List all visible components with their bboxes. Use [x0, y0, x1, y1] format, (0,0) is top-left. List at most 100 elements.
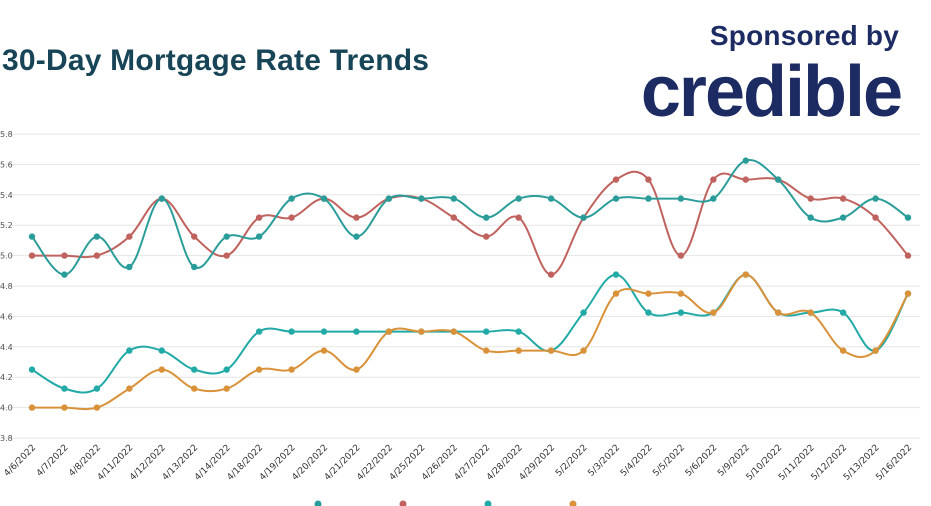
data-point-series-3 [710, 309, 717, 316]
data-point-series-1 [483, 233, 490, 240]
data-point-series-2 [191, 366, 198, 373]
legend [314, 500, 577, 506]
data-point-series-2 [61, 385, 68, 392]
data-point-series-2 [580, 309, 587, 316]
data-point-series-1 [353, 214, 360, 221]
data-point-series-1 [61, 252, 68, 259]
data-point-series-3 [61, 404, 68, 411]
y-tick-label: 5.0 [0, 252, 13, 261]
data-point-series-1 [547, 271, 555, 278]
data-point-series-3 [353, 366, 360, 373]
data-point-series-0 [742, 157, 749, 164]
data-point-series-1 [191, 233, 198, 240]
legend-marker [314, 500, 322, 506]
data-point-series-1 [515, 214, 522, 221]
data-point-series-0 [158, 195, 165, 202]
data-point-series-1 [223, 252, 230, 259]
data-point-series-3 [288, 366, 295, 373]
x-tick-label: 5/2/2022 [554, 443, 590, 479]
data-point-series-3 [483, 347, 490, 354]
data-point-series-0 [288, 195, 295, 202]
y-tick-label: 5.4 [0, 191, 13, 200]
data-point-series-3 [191, 385, 198, 392]
chart-title: 30-Day Mortgage Rate Trends [2, 44, 430, 77]
data-point-series-2 [28, 366, 36, 373]
series-line-0 [31, 159, 909, 276]
data-point-series-0 [28, 233, 36, 240]
data-point-series-3 [255, 366, 263, 373]
data-point-series-0 [775, 176, 782, 183]
y-tick-label: 5.6 [0, 160, 13, 169]
x-tick-label: 5/3/2022 [586, 443, 622, 479]
data-point-series-3 [645, 290, 652, 297]
data-point-series-1 [612, 176, 620, 183]
data-point-series-3 [28, 404, 36, 411]
data-point-series-2 [93, 385, 101, 392]
legend-marker [484, 500, 492, 506]
data-point-series-1 [255, 214, 263, 221]
data-point-series-1 [742, 176, 749, 183]
data-point-series-0 [807, 214, 814, 221]
data-point-series-2 [353, 328, 360, 335]
data-point-series-1 [450, 214, 457, 221]
legend-marker [569, 500, 577, 506]
y-tick-label: 4.0 [0, 404, 13, 413]
data-point-series-2 [839, 309, 847, 316]
y-tick-label: 4.4 [0, 343, 13, 352]
data-point-series-0 [872, 195, 879, 202]
data-point-series-3 [807, 309, 814, 316]
data-point-series-3 [677, 290, 685, 297]
sponsor-text: Sponsored by [709, 20, 899, 51]
data-point-series-2 [645, 309, 652, 316]
data-point-series-1 [677, 252, 685, 259]
x-tick-label: 4/6/2022 [2, 443, 38, 479]
data-point-series-1 [288, 214, 295, 221]
data-point-series-0 [353, 233, 360, 240]
data-point-series-0 [904, 214, 912, 221]
data-point-series-0 [385, 195, 393, 202]
data-point-series-3 [742, 271, 749, 278]
series-lines [28, 157, 912, 411]
data-point-series-3 [775, 309, 782, 316]
data-point-series-0 [61, 271, 68, 278]
data-point-series-1 [645, 176, 652, 183]
data-point-series-3 [580, 347, 587, 354]
data-point-series-3 [93, 404, 101, 411]
data-point-series-0 [547, 195, 555, 202]
data-point-series-0 [126, 263, 133, 271]
data-point-series-0 [612, 195, 620, 202]
series-line-2 [31, 273, 909, 394]
data-point-series-2 [515, 328, 522, 335]
data-point-series-2 [126, 347, 133, 354]
data-point-series-3 [547, 347, 555, 354]
legend-marker [399, 500, 407, 506]
data-point-series-0 [483, 214, 490, 221]
data-point-series-0 [191, 263, 198, 271]
data-point-series-3 [612, 290, 620, 297]
data-point-series-0 [515, 195, 522, 202]
data-point-series-0 [223, 233, 230, 240]
data-point-series-0 [677, 195, 685, 202]
y-tick-label: 3.8 [0, 434, 13, 443]
data-point-series-3 [839, 347, 847, 354]
grid-lines [0, 133, 920, 439]
x-tick-label: 5/4/2022 [619, 443, 655, 479]
data-point-series-0 [450, 195, 457, 202]
data-point-series-3 [904, 290, 912, 297]
data-point-series-2 [223, 366, 230, 373]
data-point-series-0 [320, 195, 328, 202]
data-point-series-2 [288, 328, 295, 335]
data-point-series-2 [483, 328, 490, 335]
data-point-series-3 [320, 347, 328, 354]
data-point-series-0 [93, 233, 101, 240]
credible-logo: credible [640, 52, 903, 132]
data-point-series-0 [255, 233, 263, 240]
data-point-series-0 [418, 195, 425, 202]
data-point-series-0 [710, 195, 717, 202]
y-tick-label: 4.8 [0, 282, 13, 291]
data-point-series-1 [126, 233, 133, 240]
series-line-3 [32, 273, 909, 411]
data-point-series-2 [612, 271, 620, 278]
data-point-series-2 [320, 328, 328, 335]
